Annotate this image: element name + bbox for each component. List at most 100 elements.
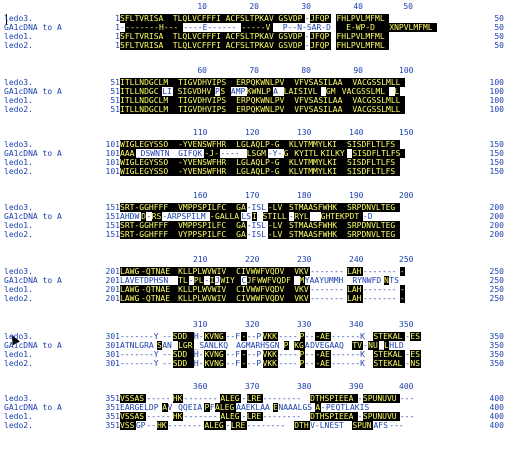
alignment-row: ledo2. 301 -------Y -- SDD H- KVNG --F - --P VKK -… [0, 359, 525, 368]
end-position: 350 [489, 332, 504, 341]
ruler-tick-label: 370 [245, 382, 260, 391]
residue-segment: --F [225, 332, 241, 341]
residue-segment: - [405, 359, 410, 368]
sequence-residues: AAA _DSWNTN GIFQK -J- ---- LSGM -Y- G KYITL KI… [120, 149, 485, 158]
sequence-residues: VSS GP -- HK - ------ ALEG - LRE -------- DTH V-LN… [120, 421, 485, 430]
sequence-name: ledo3. [4, 332, 33, 341]
residue-segment: -ISL [246, 230, 266, 239]
sequence-residues: SRT-GGHFFF VMPPSPILFC GA -ISL -LV STMAASFW… [120, 203, 485, 212]
conserved-residue-segment: SPUNUVU [362, 394, 400, 403]
end-position: 200 [489, 212, 504, 221]
residue-segment: -ISL [246, 221, 266, 230]
residue-segment: H- [193, 350, 204, 359]
residue-segment: P--N-SAR-D [273, 23, 331, 32]
position-ruler: 210 220 230 240 250 [0, 255, 525, 264]
conserved-residue-segment: - [241, 332, 247, 341]
residue-segment: - [120, 23, 125, 32]
sequence-name: ledo2. [4, 105, 33, 114]
sequence-residues: WIGLEGYSSO -YVENSWFHR LGLAQLP-G KLVTMMYL… [120, 167, 485, 176]
alignment-row: ledo1. 101 WIGLEGYSSO -YVENSWFHR LGLAQLP-G… [0, 158, 525, 167]
end-position: 100 [489, 96, 504, 105]
conserved-residue-segment: P [204, 403, 210, 412]
residue-segment: ------- [310, 294, 344, 303]
sequence-residues: SFLTVRISA TLQLVCFFFI ACFSLTPKAV GSVDP - JFQP… [120, 14, 485, 23]
alignment-row: ledo2. 101 WIGLEGYSSO -YVENSWFHR LGLAQLP-G… [0, 167, 525, 176]
conserved-residue-segment: LGR [178, 341, 194, 350]
residue-segment: -------- [262, 412, 302, 421]
start-position: 301 [105, 332, 120, 341]
conserved-residue-segment: STILL [262, 212, 289, 221]
conserved-residue-segment: -YVENSWFHR [178, 140, 237, 149]
conserved-residue-segment: TIGVDHVIPS [178, 96, 237, 105]
residue-segment: V [167, 403, 178, 412]
start-position: 301 [105, 350, 120, 359]
conserved-residue-segment: VSS [120, 421, 136, 430]
residue-segment: GP [135, 421, 146, 430]
conserved-residue-segment: GHTEKPDT [320, 212, 363, 221]
conserved-residue-segment: TIGVDHVIPS [178, 105, 237, 114]
residue-segment: - [288, 212, 294, 221]
residue-segment: J [215, 276, 220, 285]
residue-segment: AN [162, 341, 172, 350]
position-ruler: 160 170 180 190 200 [0, 191, 525, 200]
alignment-row: GA1cDNA to A 51 ITLLNDGC LI SIGVDHV P S AMP KW… [0, 87, 525, 96]
start-position: 351 [105, 394, 120, 403]
conserved-residue-segment: TL [178, 276, 189, 285]
conserved-residue-segment: TIGVDHVIPS [178, 78, 237, 87]
sequence-residues: ITLLNDGCLM TIGVDHVIPS ERPQKWNLPV VFVSASI… [120, 78, 485, 87]
residue-segment: -ARPSPILM [162, 212, 206, 221]
ruler-tick-label: 140 [349, 128, 364, 137]
sequence-name: ledo1. [4, 221, 33, 230]
conserved-residue-segment: ALEG [204, 421, 226, 430]
conserved-residue-segment: SISDFLTLFS [352, 149, 406, 158]
residue-segment: ------K [331, 350, 365, 359]
start-position: 51 [110, 105, 120, 114]
alignment-row: ledo2. 201 LAWG -QTNAE KLLPLWVWIV CIVWWFVQD… [0, 294, 525, 303]
conserved-residue-segment: KLLPLWVWIV [178, 294, 237, 303]
residue-segment: ---- [278, 332, 298, 341]
conserved-residue-segment: HK [172, 412, 184, 421]
ruler-tick-label: 390 [349, 382, 364, 391]
residue-segment: ------K [331, 332, 365, 341]
sequence-name: ledo2. [4, 294, 33, 303]
residue-segment: AHDW [120, 212, 140, 221]
ruler-tick-label: 360 [193, 382, 208, 391]
sequence-residues: ITLLNDGCLM TIGVDHVIPS ERPQKWNLPV VFVSASI… [120, 105, 485, 114]
conserved-residue-segment: SRPDNVLTEG [347, 203, 400, 212]
alignment-row: GA1cDNA to A 151 AHDW D - RS -ARPSPILM - GALLA LS… [0, 212, 525, 221]
sequence-name: GA1cDNA to A [4, 87, 62, 96]
conserved-residue-segment: L [394, 87, 400, 96]
conserved-residue-segment: TV [352, 341, 363, 350]
conserved-residue-segment: LAISIVL [283, 87, 321, 96]
conserved-residue-segment: ALEG [215, 403, 237, 412]
residue-segment: QQEIA [178, 403, 203, 412]
conserved-residue-segment: VFVSASILAA [294, 96, 353, 105]
residue-segment: -- [162, 350, 172, 359]
conserved-residue-segment: GA [236, 221, 247, 230]
conserved-residue-segment: G [283, 149, 295, 158]
residue-segment: ------K [331, 359, 365, 368]
sequence-name: ledo3. [4, 203, 33, 212]
sequence-residues: VSSAS ----- HK - ------ ALEG - LRE -------- DTHS… [120, 394, 485, 403]
conserved-residue-segment: VKK [262, 350, 279, 359]
conserved-residue-segment: ES [410, 332, 421, 341]
conserved-residue-segment: P [299, 359, 305, 368]
residue-segment: RYNWFD [352, 276, 382, 285]
conserved-residue-segment: STEKAL [373, 350, 406, 359]
conserved-residue-segment: -QTNAE [141, 267, 179, 276]
conserved-residue-segment: ITLLNDGC [120, 87, 163, 96]
conserved-residue-segment: KG [294, 341, 305, 350]
conserved-residue-segment: - [399, 267, 406, 276]
end-position: 200 [489, 230, 504, 239]
conserved-residue-segment: DTHSPIEEA [310, 394, 358, 403]
position-ruler: 310 320 330 340 350 [0, 320, 525, 329]
sequence-residues: SFLTVRISA TLQLVCFFFI ACFSLTPKAV GSVDP - JFQP… [120, 41, 485, 50]
sequence-residues: AHDW D - RS -ARPSPILM - GALLA LS I STILL - RYL GHT… [120, 212, 485, 221]
start-position: 201 [105, 294, 120, 303]
ruler-tick-label: 130 [297, 128, 312, 137]
conserved-residue-segment: LAWG [120, 294, 142, 303]
conserved-residue-segment: KVNG [204, 332, 226, 341]
ruler-tick-label: 340 [349, 320, 364, 329]
